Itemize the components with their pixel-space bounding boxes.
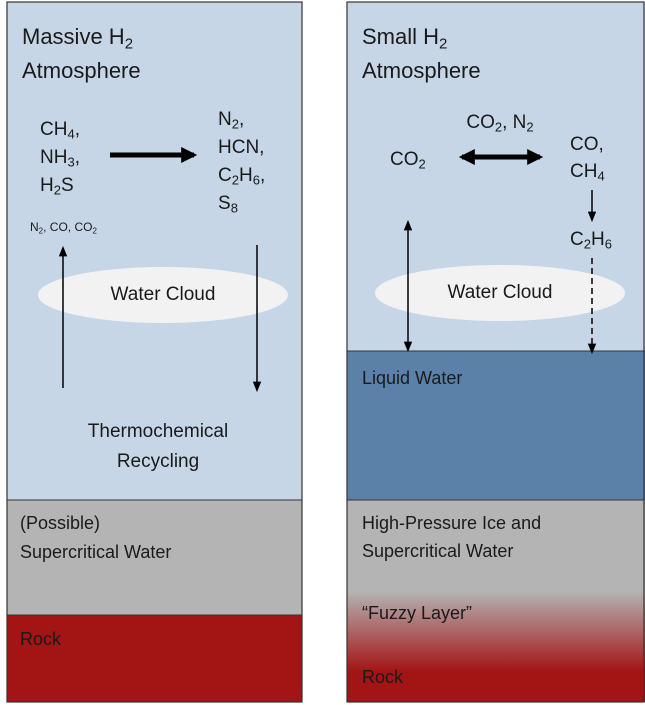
panel-border	[6, 1, 303, 703]
subscript: 2	[419, 157, 426, 172]
label: Thermochemical	[88, 421, 228, 442]
text: ,	[75, 119, 80, 140]
text: CH	[570, 161, 597, 182]
subscript: 8	[231, 201, 238, 216]
text: CH	[40, 119, 67, 140]
text: CO,	[570, 134, 604, 155]
text: S	[218, 193, 231, 214]
cloud	[375, 265, 625, 321]
atmosphere	[7, 2, 302, 500]
text: Thermochemical	[88, 421, 228, 442]
text: , N	[502, 112, 526, 133]
label: CH4	[570, 161, 605, 184]
rock-layer	[7, 615, 302, 702]
subscript: 2	[125, 36, 133, 53]
subscript: 2	[584, 237, 591, 252]
supercritical-layer	[7, 500, 302, 615]
subscript: 2	[92, 227, 97, 236]
label: Supercritical Water	[362, 541, 513, 561]
subscript: 2	[54, 183, 61, 198]
text: S	[61, 175, 74, 196]
text: ,	[260, 165, 265, 186]
text: Small H	[362, 24, 439, 49]
label: Water Cloud	[111, 284, 216, 305]
subscript: 2	[526, 120, 533, 135]
subscript: 6	[253, 173, 260, 188]
subscript: 3	[67, 155, 74, 170]
label: Water Cloud	[448, 282, 553, 303]
label: N2, CO, CO2	[30, 220, 97, 236]
label: “Fuzzy Layer”	[362, 603, 472, 623]
text: H	[239, 165, 253, 186]
subscript: 4	[597, 169, 604, 184]
label: High-Pressure Ice and	[362, 513, 541, 533]
label: CO,	[570, 134, 604, 155]
text: Liquid Water	[362, 368, 462, 388]
label: Atmosphere	[22, 58, 141, 83]
text: Water Cloud	[448, 282, 553, 303]
text: Supercritical Water	[362, 541, 513, 561]
label: Supercritical Water	[20, 542, 171, 562]
text: Massive H	[22, 24, 125, 49]
label: Massive H2	[22, 24, 133, 53]
cloud	[38, 267, 288, 323]
subscript: 4	[67, 127, 74, 142]
text: Recycling	[117, 451, 199, 472]
label: HCN,	[218, 137, 264, 158]
text: NH	[40, 147, 67, 168]
subscript: 2	[232, 173, 239, 188]
label: Liquid Water	[362, 368, 462, 388]
text: N	[218, 109, 232, 130]
liquid-water-layer	[347, 351, 645, 500]
text: , CO, CO	[43, 220, 92, 234]
label: N2,	[218, 109, 244, 132]
text: N	[30, 220, 39, 234]
panel-border	[346, 1, 645, 703]
label: C2H6,	[218, 165, 265, 188]
label: Rock	[362, 667, 404, 687]
text: Supercritical Water	[20, 542, 171, 562]
label: CO2	[390, 149, 426, 172]
text: Atmosphere	[362, 58, 481, 83]
text: ,	[239, 109, 244, 130]
subscript: 2	[232, 117, 239, 132]
text: HCN,	[218, 137, 264, 158]
text: CO	[466, 112, 495, 133]
label: NH3,	[40, 147, 80, 170]
text: Rock	[20, 629, 62, 649]
subscript: 6	[605, 237, 612, 252]
subscript: 2	[495, 120, 502, 135]
text: Rock	[362, 667, 404, 687]
text: (Possible)	[20, 513, 100, 533]
text: “Fuzzy Layer”	[362, 603, 472, 623]
text: Water Cloud	[111, 284, 216, 305]
text: High-Pressure Ice and	[362, 513, 541, 533]
label: H2S	[40, 175, 74, 198]
text: C	[218, 165, 232, 186]
label: Rock	[20, 629, 62, 649]
label: C2H6	[570, 229, 612, 252]
subscript: 2	[39, 227, 44, 236]
text: H	[591, 229, 605, 250]
text: C	[570, 229, 584, 250]
text: H	[40, 175, 54, 196]
text: CO	[390, 149, 419, 170]
label: CH4,	[40, 119, 80, 142]
label: Atmosphere	[362, 58, 481, 83]
label: S8	[218, 193, 238, 216]
label: (Possible)	[20, 513, 100, 533]
label: CO2, N2	[466, 112, 533, 135]
label: Recycling	[117, 451, 199, 472]
text: ,	[75, 147, 80, 168]
subscript: 2	[439, 36, 447, 53]
ice-rock-layer	[347, 500, 645, 702]
text: Atmosphere	[22, 58, 141, 83]
label: Small H2	[362, 24, 447, 53]
